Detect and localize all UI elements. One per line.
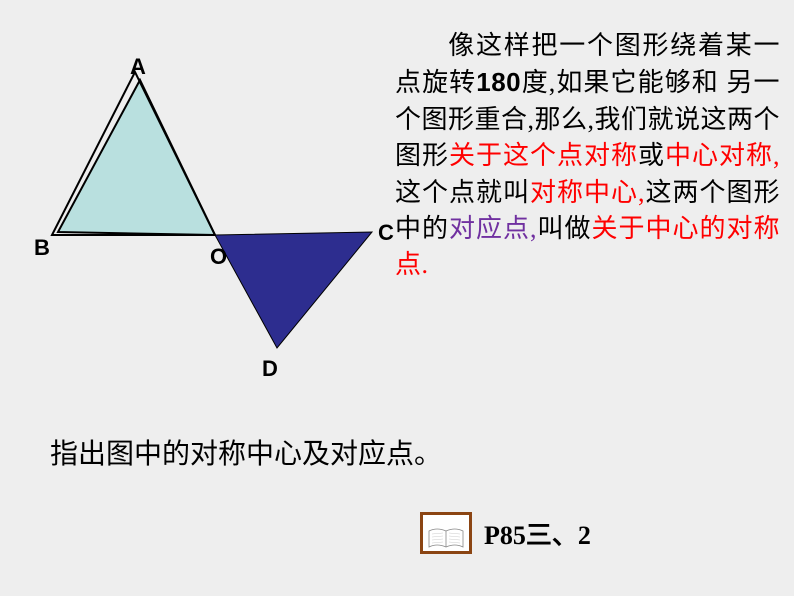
triangle-filled-light [58,80,215,235]
question-text: 指出图中的对称中心及对应点。 [50,432,442,472]
vertex-label-d: D [262,356,278,382]
diagram-svg [40,60,380,350]
vertex-label-c: C [378,220,394,246]
geometry-diagram: A B O C D [40,60,380,350]
reference-area: P85三、2 [420,512,591,554]
book-icon [420,512,472,554]
reference-text: P85三、2 [484,515,591,552]
explanation-paragraph: 像这样把一个图形绕着某一点旋转180度,如果它能够和 另一个图形重合,那么,我们… [395,28,780,284]
vertex-label-o: O [210,244,227,270]
triangle-filled-dark [215,232,372,348]
vertex-label-b: B [34,235,50,261]
vertex-label-a: A [130,54,146,80]
